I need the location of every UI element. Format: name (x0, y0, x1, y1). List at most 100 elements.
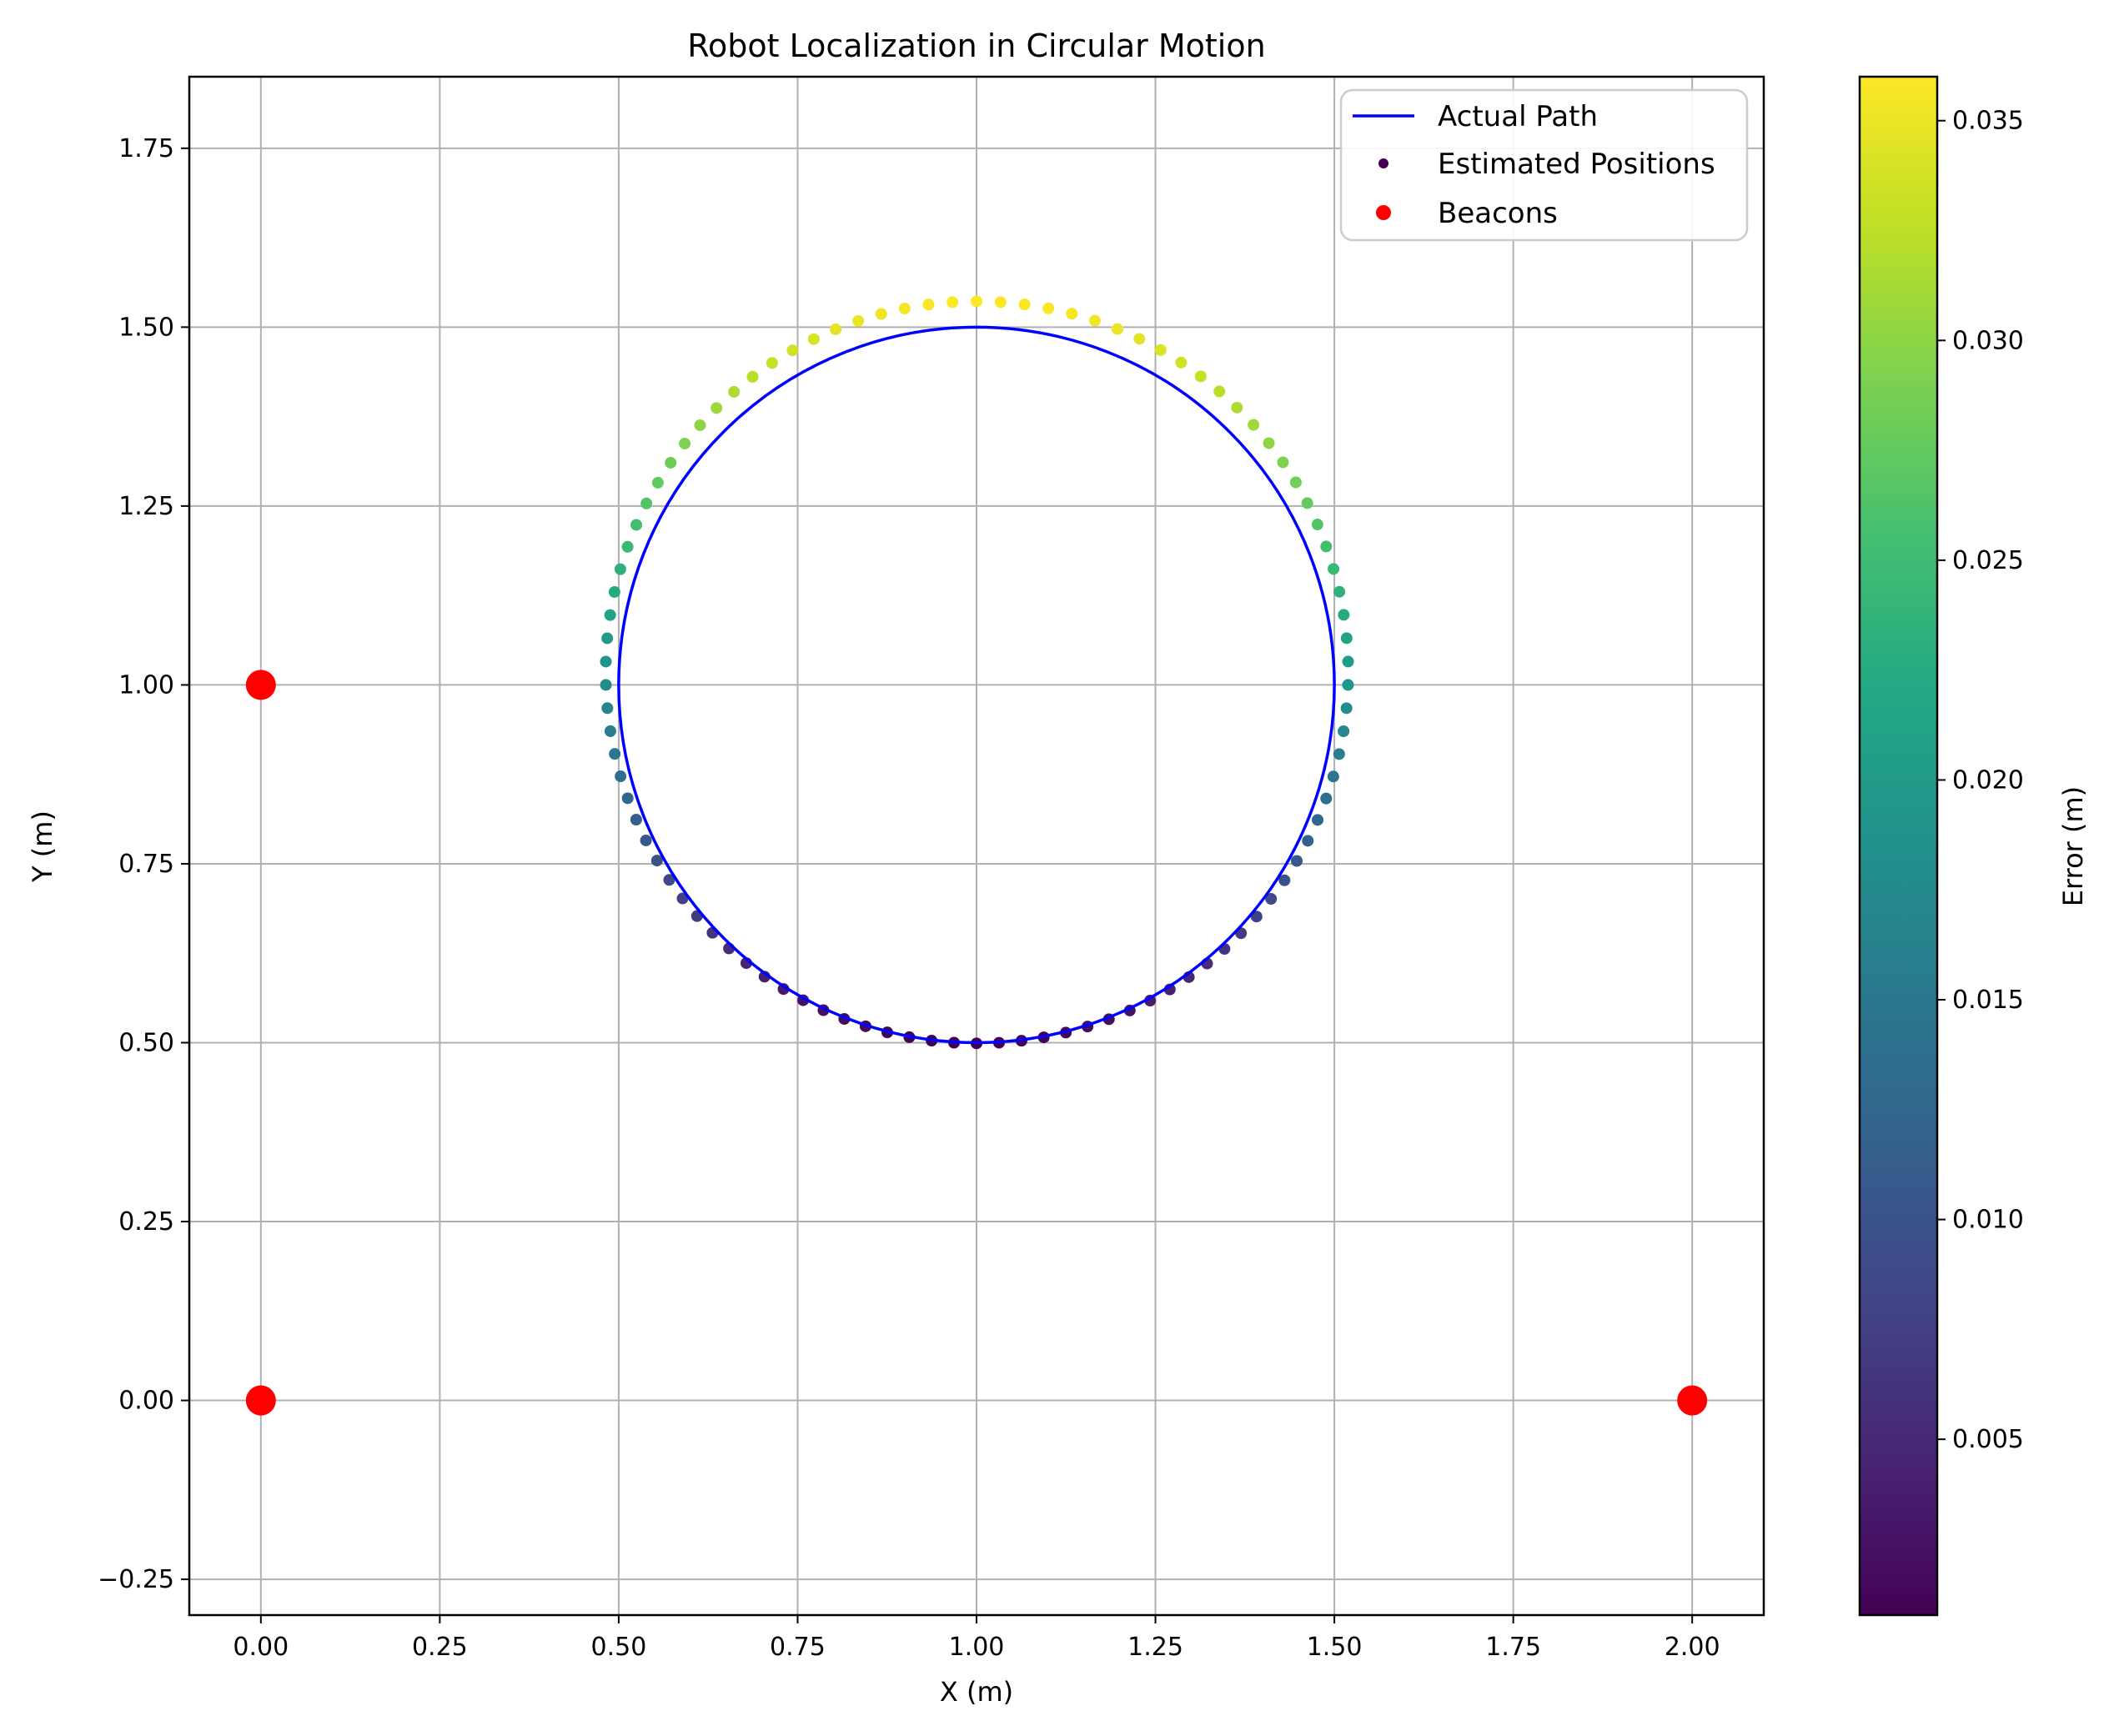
x-tick-label: 0.75 (770, 1633, 826, 1662)
estimated-position-point (830, 323, 842, 335)
estimated-position-point (1263, 437, 1275, 449)
estimated-position-point (971, 295, 982, 308)
estimated-position-point (630, 814, 642, 826)
estimated-position-point (1333, 585, 1346, 598)
estimated-position-point (1338, 609, 1350, 621)
legend-swatch-estimated-positions (1378, 158, 1388, 168)
beacon-marker-0 (245, 1385, 276, 1416)
estimated-position-point (1278, 874, 1291, 886)
estimated-position-point (615, 770, 627, 783)
x-tick-label: 1.75 (1485, 1633, 1541, 1662)
estimated-position-point (1290, 855, 1303, 867)
estimated-position-point (1231, 401, 1243, 414)
estimated-position-point (1133, 333, 1146, 345)
x-tick-label: 1.25 (1127, 1633, 1183, 1662)
estimated-position-point (711, 402, 723, 414)
actual-path-line (617, 325, 1336, 1045)
estimated-position-point (786, 344, 799, 357)
x-tick-label: 2.00 (1665, 1633, 1720, 1662)
colorbar-tick-label: 0.010 (1952, 1206, 2024, 1235)
estimated-position-point (608, 585, 620, 598)
colorbar-ticks: 0.005 0.010 0.015 0.020 0.025 0.030 0.035 (1937, 107, 2024, 1454)
estimated-position-point (777, 983, 790, 996)
estimated-position-point (1194, 370, 1207, 383)
estimated-position-point (679, 437, 691, 449)
colorbar-tick-label: 0.005 (1952, 1425, 2024, 1454)
y-tick-label: 0.00 (118, 1387, 174, 1416)
colorbar-tick-label: 0.015 (1952, 986, 2024, 1015)
estimated-position-point (640, 497, 653, 509)
estimated-position-point (1333, 748, 1345, 760)
colorbar-tick-label: 0.020 (1952, 765, 2024, 795)
estimated-position-point (766, 357, 778, 369)
estimated-position-point (1066, 308, 1078, 320)
y-tick-label: 0.50 (118, 1028, 174, 1057)
estimated-position-point (1154, 344, 1167, 356)
estimated-position-point (1213, 385, 1226, 398)
chart-title: Robot Localization in Circular Motion (687, 28, 1265, 64)
estimated-position-point (601, 632, 614, 645)
estimated-position-point (650, 855, 663, 867)
legend: Actual Path Estimated Positions Beacons (1339, 88, 1749, 242)
estimated-position-point (614, 563, 626, 575)
x-tick-label: 0.25 (412, 1633, 468, 1662)
estimated-position-point (852, 314, 865, 327)
estimated-position-point (1289, 476, 1302, 489)
estimated-position-point (1327, 770, 1339, 783)
estimated-position-point (1265, 893, 1278, 906)
estimated-position-point (1342, 679, 1354, 691)
x-tick-label: 0.00 (233, 1633, 289, 1662)
estimated-position-point (1088, 314, 1101, 327)
estimated-position-point (728, 385, 741, 398)
y-tick-label: 1.50 (118, 313, 174, 342)
y-tick-label: 0.25 (118, 1207, 174, 1237)
estimated-position-point (1312, 814, 1324, 826)
colorbar-tick-label: 0.035 (1952, 107, 2024, 136)
estimated-position-markers (600, 295, 1354, 1050)
x-tick-label: 0.50 (591, 1633, 647, 1662)
estimated-position-point (621, 792, 634, 805)
estimated-position-point (1018, 299, 1031, 311)
estimated-position-point (746, 370, 759, 383)
estimated-position-point (947, 296, 959, 309)
beacon-markers (245, 670, 1708, 1416)
estimated-position-point (601, 702, 614, 715)
estimated-position-point (1042, 302, 1055, 314)
estimated-position-point (922, 299, 935, 311)
colorbar-label: Error (m) (2057, 786, 2089, 906)
estimated-position-point (694, 419, 706, 432)
y-tick-label: 1.00 (118, 670, 174, 700)
estimated-position-point (1302, 835, 1314, 847)
colorbar: 0.005 0.010 0.015 0.020 0.025 0.030 0.035 Erro… (1858, 75, 2089, 1617)
y-axis-ticks: −0.25 0.00 0.25 0.50 0.75 1.00 1.25 1.50 1.75 (98, 134, 189, 1594)
estimated-position-point (1340, 632, 1353, 645)
estimated-position-point (1320, 540, 1333, 553)
grid-lines (189, 77, 1764, 1615)
estimated-position-point (665, 456, 677, 469)
estimated-position-point (1342, 655, 1354, 668)
actual-path-layer (617, 325, 1336, 1045)
colorbar-tick-label: 0.025 (1952, 546, 2024, 575)
estimated-position-point (875, 308, 887, 320)
estimated-position-point (1277, 456, 1289, 469)
estimated-position-point (663, 874, 675, 886)
estimated-position-point (651, 476, 664, 489)
estimated-position-point (1311, 519, 1323, 531)
estimated-position-point (898, 302, 911, 314)
y-tick-label: 1.25 (118, 492, 174, 521)
estimated-position-point (621, 540, 634, 553)
estimated-position-point (604, 609, 616, 621)
legend-label-beacons: Beacons (1438, 197, 1558, 230)
estimated-position-point (640, 834, 652, 846)
estimated-position-point (1248, 419, 1260, 431)
colorbar-tick-label: 0.030 (1952, 326, 2024, 355)
y-axis-label: Y (m) (27, 810, 58, 883)
legend-swatch-beacons (1376, 205, 1391, 220)
estimated-position-point (600, 655, 612, 668)
estimated-position-point (600, 679, 612, 691)
estimated-position-point (807, 333, 820, 345)
y-tick-label: 1.75 (118, 134, 174, 163)
estimated-position-point (1301, 497, 1313, 509)
beacon-marker-2 (245, 670, 276, 700)
